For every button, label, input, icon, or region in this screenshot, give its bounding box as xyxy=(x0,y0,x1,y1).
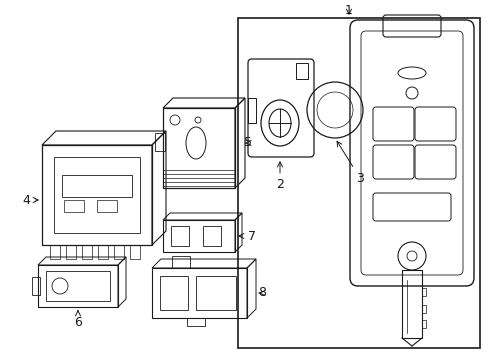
Text: 6: 6 xyxy=(74,311,82,329)
Bar xyxy=(152,268,246,318)
Bar xyxy=(171,226,189,246)
Text: 2: 2 xyxy=(276,162,284,192)
Bar xyxy=(32,277,40,295)
Bar xyxy=(42,145,152,245)
Bar xyxy=(155,133,164,151)
Bar xyxy=(295,63,307,79)
Bar xyxy=(64,200,84,212)
Bar xyxy=(46,271,110,301)
Bar xyxy=(38,265,118,307)
Bar xyxy=(160,276,187,310)
Bar xyxy=(401,270,421,338)
Bar xyxy=(421,288,425,296)
Bar xyxy=(97,200,117,212)
Text: 7: 7 xyxy=(238,230,256,243)
Text: 4: 4 xyxy=(22,194,38,207)
Bar xyxy=(130,245,140,259)
Bar xyxy=(66,245,76,259)
Bar xyxy=(54,157,140,233)
Bar xyxy=(238,18,479,348)
Bar xyxy=(247,98,256,123)
Bar xyxy=(82,245,92,259)
Bar xyxy=(196,276,236,310)
Bar xyxy=(50,245,60,259)
Bar xyxy=(62,175,132,197)
Bar xyxy=(172,256,190,268)
Bar xyxy=(163,220,235,252)
Bar xyxy=(186,318,204,326)
Bar xyxy=(203,226,221,246)
Text: 3: 3 xyxy=(336,141,363,184)
Text: 1: 1 xyxy=(345,4,352,17)
Bar xyxy=(114,245,124,259)
Bar xyxy=(421,320,425,328)
Bar xyxy=(163,108,235,188)
Text: 8: 8 xyxy=(258,287,265,300)
Bar xyxy=(421,305,425,313)
Bar xyxy=(98,245,108,259)
Text: 5: 5 xyxy=(244,136,251,149)
